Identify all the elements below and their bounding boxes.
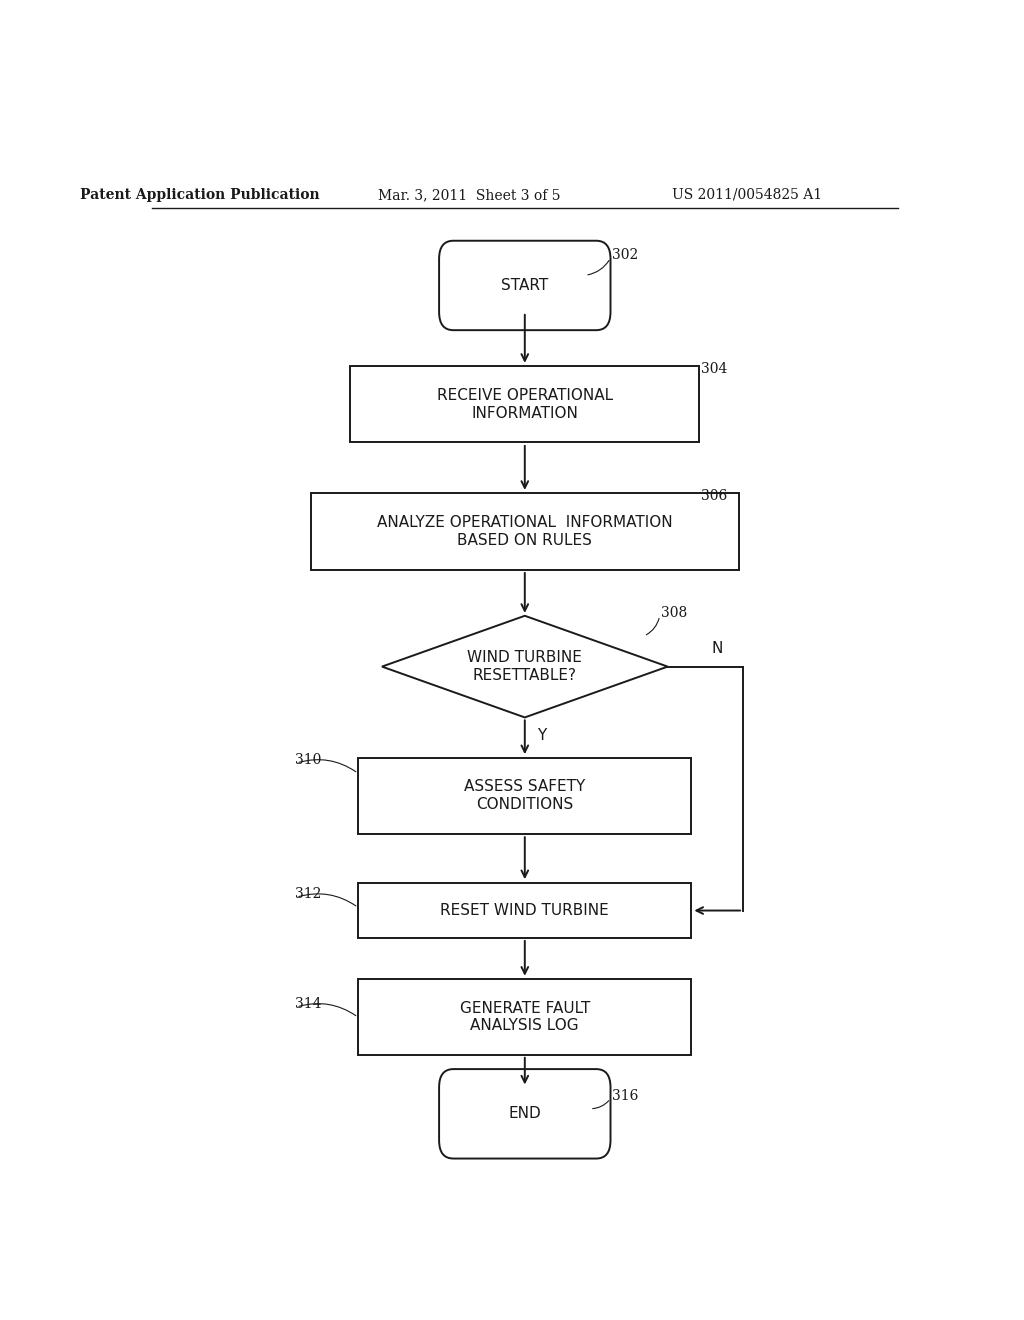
Text: END: END — [509, 1106, 541, 1121]
Text: US 2011/0054825 A1: US 2011/0054825 A1 — [672, 187, 822, 202]
Text: WIND TURBINE
RESETTABLE?: WIND TURBINE RESETTABLE? — [467, 651, 583, 682]
Bar — [350, 366, 699, 442]
Text: Y: Y — [537, 729, 546, 743]
Text: ASSESS SAFETY
CONDITIONS: ASSESS SAFETY CONDITIONS — [464, 780, 586, 812]
Text: 316: 316 — [612, 1089, 639, 1102]
Text: GENERATE FAULT
ANALYSIS LOG: GENERATE FAULT ANALYSIS LOG — [460, 1001, 590, 1034]
Text: START: START — [501, 279, 549, 293]
Text: RESET WIND TURBINE: RESET WIND TURBINE — [440, 903, 609, 917]
Text: 306: 306 — [701, 488, 727, 503]
Text: 312: 312 — [295, 887, 322, 902]
Text: ANALYZE OPERATIONAL  INFORMATION
BASED ON RULES: ANALYZE OPERATIONAL INFORMATION BASED ON… — [377, 515, 673, 548]
Text: 302: 302 — [612, 248, 638, 261]
FancyBboxPatch shape — [439, 1069, 610, 1159]
Text: 304: 304 — [701, 362, 727, 376]
FancyBboxPatch shape — [439, 240, 610, 330]
Polygon shape — [382, 615, 668, 718]
Bar — [358, 758, 691, 834]
Text: Patent Application Publication: Patent Application Publication — [80, 187, 319, 202]
Text: 308: 308 — [662, 606, 687, 619]
Text: Mar. 3, 2011  Sheet 3 of 5: Mar. 3, 2011 Sheet 3 of 5 — [378, 187, 560, 202]
Bar — [358, 883, 691, 939]
Text: N: N — [712, 640, 723, 656]
Bar — [310, 494, 739, 569]
Text: FIG. 3: FIG. 3 — [495, 1140, 555, 1159]
Text: 310: 310 — [295, 754, 322, 767]
Bar — [358, 979, 691, 1056]
Text: 314: 314 — [295, 997, 322, 1011]
Text: RECEIVE OPERATIONAL
INFORMATION: RECEIVE OPERATIONAL INFORMATION — [437, 388, 612, 421]
